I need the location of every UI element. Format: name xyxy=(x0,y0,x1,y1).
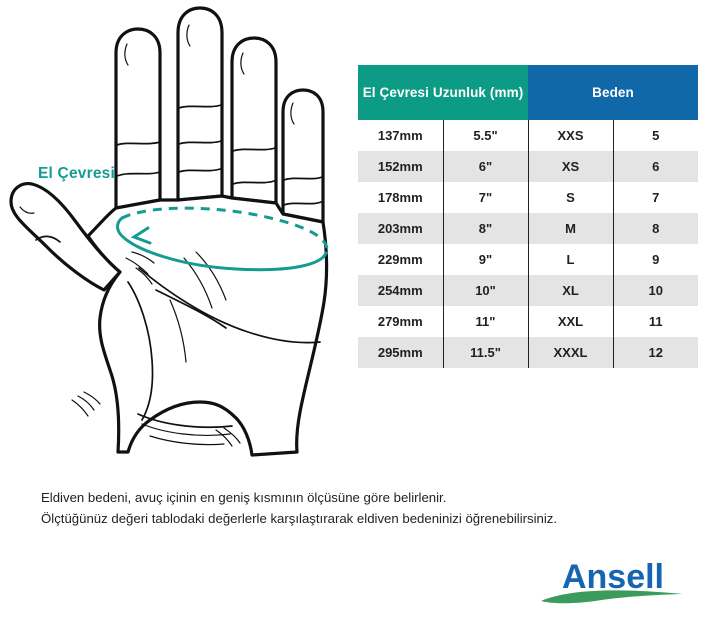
cell-circumference-inch: 9" xyxy=(443,244,528,275)
cell-size-letter: XXXL xyxy=(527,337,614,368)
cell-circumference-inch: 5.5" xyxy=(443,120,528,151)
cell-circumference-mm: 254mm xyxy=(358,275,444,306)
table-row: 229mm 9" L 9 xyxy=(358,244,698,275)
cell-size-letter: M xyxy=(527,213,614,244)
caption-line-2: Ölçtüğünüz değeri tablodaki değerlerle k… xyxy=(41,511,558,526)
hand-circumference-ellipse xyxy=(116,206,329,272)
table-row: 178mm 7" S 7 xyxy=(358,182,698,213)
cell-circumference-inch: 7" xyxy=(443,182,528,213)
cell-circumference-mm: 229mm xyxy=(358,244,444,275)
cell-circumference-mm: 137mm xyxy=(358,120,444,151)
cell-circumference-mm: 178mm xyxy=(358,182,444,213)
cell-size-number: 12 xyxy=(613,337,698,368)
table-row: 203mm 8" M 8 xyxy=(358,213,698,244)
caption-line-1: Eldiven bedeni, avuç içinin en geniş kıs… xyxy=(41,490,447,505)
cell-circumference-mm: 279mm xyxy=(358,306,444,337)
table-row: 279mm 11" XXL 11 xyxy=(358,306,698,337)
hand-circumference-label: El Çevresi xyxy=(38,165,115,182)
ansell-wordmark: Ansell xyxy=(562,558,664,596)
table-header-circumference: El Çevresi Uzunluk (mm) xyxy=(358,65,528,120)
cell-size-number: 8 xyxy=(613,213,698,244)
cell-size-letter: L xyxy=(527,244,614,275)
cell-circumference-inch: 8" xyxy=(443,213,528,244)
cell-circumference-inch: 11.5" xyxy=(443,337,528,368)
cell-circumference-mm: 295mm xyxy=(358,337,444,368)
cell-size-letter: XXL xyxy=(527,306,614,337)
table-row: 137mm 5.5" XXS 5 xyxy=(358,120,698,151)
cell-circumference-mm: 203mm xyxy=(358,213,444,244)
table-row: 295mm 11.5" XXXL 12 xyxy=(358,337,698,368)
table-header: El Çevresi Uzunluk (mm) Beden xyxy=(358,65,698,120)
palm-crease-heart xyxy=(138,267,321,344)
cell-circumference-inch: 10" xyxy=(443,275,528,306)
ansell-swoosh-icon xyxy=(541,590,683,604)
cell-size-letter: XXS xyxy=(527,120,614,151)
cell-size-number: 6 xyxy=(613,151,698,182)
finger-ring-outline xyxy=(230,36,278,205)
palm-crease-head xyxy=(155,289,227,329)
finger-middle-outline xyxy=(176,6,224,202)
cell-circumference-inch: 6" xyxy=(443,151,528,182)
palm-outline xyxy=(86,194,329,457)
cell-size-letter: XL xyxy=(527,275,614,306)
table-body: 137mm 5.5" XXS 5 152mm 6" XS 6 178mm 7" S 7 203mm 8" M… xyxy=(358,120,698,368)
measurement-arrow-head xyxy=(130,226,152,245)
cell-size-number: 10 xyxy=(613,275,698,306)
instructions-caption: Eldiven bedeni, avuç içinin en geniş kıs… xyxy=(41,487,681,529)
table-header-size: Beden xyxy=(528,65,698,120)
finger-index-outline xyxy=(114,27,162,210)
cell-size-number: 7 xyxy=(613,182,698,213)
ansell-logo: Ansell xyxy=(533,556,693,608)
cell-circumference-inch: 11" xyxy=(443,306,528,337)
cell-size-number: 11 xyxy=(613,306,698,337)
table-row: 152mm 6" XS 6 xyxy=(358,151,698,182)
cell-size-letter: XS xyxy=(527,151,614,182)
cell-circumference-mm: 152mm xyxy=(358,151,444,182)
glove-size-table: El Çevresi Uzunluk (mm) Beden 137mm 5.5" X… xyxy=(358,65,698,368)
cell-size-letter: S xyxy=(527,182,614,213)
hand-illustration: El Çevresi xyxy=(0,0,350,480)
table-row: 254mm 10" XL 10 xyxy=(358,275,698,306)
cell-size-number: 5 xyxy=(613,120,698,151)
cell-size-number: 9 xyxy=(613,244,698,275)
palm-crease-thenar xyxy=(127,281,154,421)
